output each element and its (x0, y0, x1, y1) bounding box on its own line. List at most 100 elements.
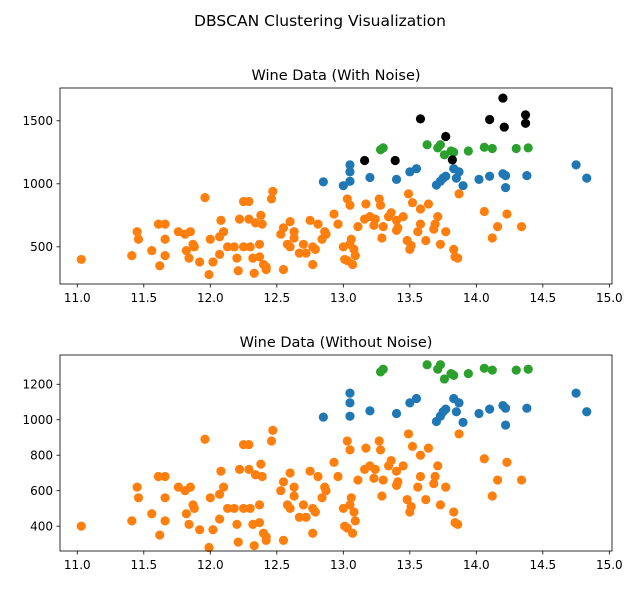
point-without-noise-cluster-1-35 (245, 503, 255, 514)
point-without-noise-cluster-1-16 (189, 503, 199, 514)
point-without-noise-cluster-1-14 (185, 482, 195, 492)
point-without-noise-cluster-1-46 (266, 436, 277, 446)
point-with-noise-cluster-1-113 (454, 189, 464, 199)
point-without-noise-cluster-1-104 (423, 443, 434, 453)
point-without-noise-cluster-1-54 (289, 482, 299, 492)
point-without-noise-cluster-1-8 (160, 493, 170, 503)
point-with-noise-cluster-1-55 (289, 233, 299, 243)
point-with-noise-cluster-2-11 (511, 143, 521, 154)
point-without-noise-cluster-1-3 (133, 493, 144, 503)
point-with-noise-cluster-1-3 (133, 234, 144, 244)
point-with-noise-cluster-1-106 (430, 219, 440, 229)
point-without-noise-cluster-0-15 (458, 417, 468, 427)
point-with-noise-cluster-1-9 (160, 251, 170, 261)
point-without-noise-cluster-2-9 (479, 363, 489, 373)
point-without-noise-cluster-1-57 (298, 500, 309, 510)
point-with-noise-cluster-1-4 (147, 246, 157, 256)
point-without-noise-cluster-1-74 (345, 500, 355, 510)
point-without-noise-cluster-1-56 (294, 512, 305, 522)
x-tick-label-without-noise-0: 11.0 (64, 558, 91, 572)
point-without-noise-cluster-0-3 (345, 411, 355, 421)
point-with-noise-cluster-3-4 (447, 155, 457, 165)
point-without-noise-cluster-0-5 (391, 408, 402, 419)
point-with-noise-cluster-3-2 (415, 114, 426, 124)
point-without-noise-cluster-1-26 (223, 503, 233, 514)
point-with-noise-cluster-0-3 (345, 167, 355, 177)
point-with-noise-cluster-0-18 (485, 171, 495, 181)
point-without-noise-cluster-0-6 (405, 398, 415, 408)
point-with-noise-cluster-0-0 (318, 177, 328, 187)
point-without-noise-cluster-0-14 (454, 398, 464, 408)
x-tick-label-without-noise-1: 11.5 (130, 558, 157, 572)
point-with-noise-cluster-2-4 (435, 140, 446, 150)
point-with-noise-cluster-1-114 (479, 206, 489, 217)
point-without-noise-cluster-1-108 (435, 500, 446, 510)
point-without-noise-cluster-1-110 (449, 507, 459, 517)
y-tick-label-with-noise-1: 1000 (22, 177, 53, 191)
point-without-noise-cluster-1-32 (238, 503, 249, 514)
point-without-noise-cluster-0-11 (441, 404, 451, 414)
point-without-noise-cluster-1-23 (215, 514, 225, 524)
point-without-noise-cluster-2-1 (378, 364, 388, 374)
point-without-noise-cluster-1-64 (317, 493, 327, 503)
point-without-noise-cluster-1-91 (391, 466, 402, 476)
point-without-noise-cluster-1-45 (261, 532, 271, 542)
point-without-noise-cluster-1-48 (276, 486, 286, 496)
point-with-noise-cluster-1-87 (377, 233, 387, 243)
point-with-noise-cluster-1-78 (350, 251, 360, 261)
scatter-with-noise: Wine Data (With Noise) 11.0 11.5 12.0 12.5 1… (22, 68, 622, 305)
point-without-noise-cluster-1-60 (308, 528, 318, 538)
point-with-noise-cluster-1-81 (361, 199, 371, 209)
point-with-noise-cluster-1-98 (406, 240, 416, 251)
point-with-noise-cluster-1-73 (345, 200, 355, 210)
point-without-noise-cluster-1-55 (289, 491, 299, 501)
point-without-noise-cluster-1-9 (160, 516, 170, 526)
point-with-noise-cluster-1-1 (127, 251, 137, 261)
point-with-noise-cluster-1-88 (378, 222, 388, 232)
point-without-noise-cluster-1-28 (232, 519, 242, 529)
point-with-noise-cluster-1-21 (208, 257, 218, 267)
axes-frame-without-noise (59, 354, 613, 552)
point-without-noise-cluster-1-25 (219, 482, 229, 492)
point-with-noise-cluster-1-59 (305, 215, 315, 225)
point-with-noise-cluster-1-8 (160, 234, 170, 244)
point-with-noise-cluster-0-1 (338, 181, 348, 191)
point-with-noise-cluster-1-24 (216, 215, 226, 225)
point-without-noise-cluster-1-66 (321, 486, 331, 496)
point-without-noise-cluster-1-1 (127, 516, 137, 526)
point-with-noise-cluster-3-6 (498, 93, 508, 103)
point-without-noise-cluster-1-21 (208, 525, 218, 535)
point-without-noise-cluster-1-109 (441, 482, 451, 492)
point-with-noise-cluster-1-79 (353, 222, 363, 232)
point-with-noise-cluster-1-53 (285, 242, 295, 252)
point-without-noise-cluster-0-19 (500, 403, 511, 413)
x-tick-label-with-noise-4: 13.0 (330, 291, 357, 305)
point-with-noise-cluster-1-107 (433, 211, 443, 222)
point-without-noise-cluster-1-79 (353, 475, 363, 485)
point-without-noise-cluster-2-4 (435, 360, 446, 370)
point-without-noise-cluster-1-47 (268, 425, 278, 435)
point-with-noise-cluster-1-99 (407, 198, 418, 208)
x-tick-label-with-noise-8: 15.0 (596, 291, 623, 305)
point-without-noise-cluster-1-12 (181, 509, 191, 519)
point-with-noise-cluster-1-32 (238, 242, 249, 252)
point-with-noise-cluster-3-5 (485, 114, 495, 125)
point-with-noise-cluster-1-58 (301, 248, 311, 258)
point-without-noise-cluster-1-59 (305, 466, 315, 476)
point-with-noise-cluster-1-23 (215, 249, 225, 259)
point-with-noise-cluster-1-57 (298, 239, 309, 249)
point-with-noise-cluster-1-13 (184, 253, 194, 263)
point-without-noise-cluster-1-58 (301, 512, 311, 522)
point-without-noise-cluster-1-84 (370, 464, 380, 475)
point-without-noise-cluster-2-8 (463, 369, 473, 379)
point-with-noise-cluster-1-94 (398, 211, 408, 222)
point-with-noise-cluster-1-62 (310, 244, 320, 254)
point-with-noise-cluster-1-20 (205, 234, 215, 244)
point-with-noise-cluster-1-29 (233, 266, 243, 276)
point-without-noise-cluster-1-76 (348, 528, 358, 538)
point-without-noise-cluster-1-85 (374, 436, 384, 446)
point-without-noise-cluster-0-17 (485, 404, 495, 414)
chart-title-with-noise: Wine Data (With Noise) (251, 68, 420, 84)
point-with-noise-cluster-1-109 (441, 227, 451, 237)
x-tick-label-with-noise-5: 13.5 (396, 291, 423, 305)
